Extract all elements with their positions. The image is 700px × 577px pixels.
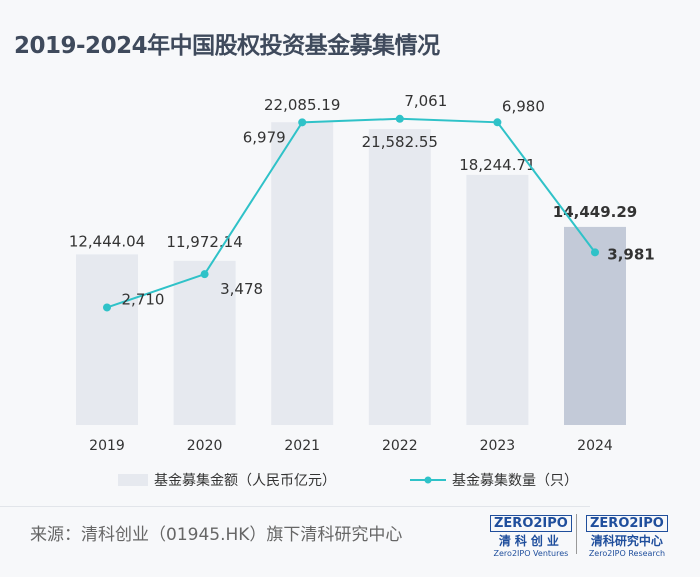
bar <box>173 260 236 425</box>
x-tick-label: 2023 <box>480 438 516 454</box>
bar-data-label: 22,085.19 <box>264 96 340 114</box>
x-tick-label: 2021 <box>284 438 320 454</box>
logo1-cn: 清科创业 <box>498 534 563 548</box>
x-tick-label: 2024 <box>577 438 613 454</box>
line-data-label: 6,979 <box>243 128 286 146</box>
bar <box>466 174 529 425</box>
logo1-en: Zero2IPO Ventures <box>493 549 569 558</box>
x-tick-label: 2022 <box>382 438 418 454</box>
bar <box>564 226 626 425</box>
bar-data-label: 11,972.14 <box>166 233 242 251</box>
logo-zero2ipo-research: ZERO2IPO 清科研究中心 Zero2IPO Research <box>586 512 668 558</box>
chart-plot: 2019 2020 2021 2022 2023 2024 12,444.04 11,972.… <box>69 92 655 454</box>
legend-item-bar: 基金募集金额（人民币亿元） <box>118 470 336 490</box>
line-point <box>591 248 599 257</box>
line-data-label: 6,980 <box>502 97 545 115</box>
legend-bar-swatch <box>118 474 148 486</box>
bar-data-label: 18,244.71 <box>459 156 535 174</box>
legend-line-swatch <box>410 476 446 484</box>
logo-divider <box>576 514 577 554</box>
line-data-label: 3,981 <box>607 245 654 263</box>
line-data-label: 3,478 <box>220 280 263 298</box>
line-point <box>493 118 502 127</box>
bar-data-label: 12,444.04 <box>69 232 145 250</box>
chart-title: 2019-2024年中国股权投资基金募集情况 <box>14 33 440 59</box>
bar-data-label: 14,449.29 <box>553 203 637 221</box>
line-point <box>103 303 111 312</box>
line-point <box>395 114 404 123</box>
source-text: 来源：清科创业（01945.HK）旗下清科研究中心 <box>30 525 403 545</box>
line-series <box>106 117 596 309</box>
bar <box>271 122 334 425</box>
line-data-label: 7,061 <box>404 92 447 110</box>
legend-line-label: 基金募集数量（只） <box>452 473 578 489</box>
bar <box>76 254 138 425</box>
bar-data-label: 21,582.55 <box>362 133 438 151</box>
legend-bar-label: 基金募集金额（人民币亿元） <box>154 473 336 489</box>
line-point <box>200 270 209 279</box>
x-tick-label: 2020 <box>187 438 223 454</box>
footer-divider <box>0 506 590 507</box>
logo2-cn: 清科研究中心 <box>590 534 663 548</box>
x-tick-label: 2019 <box>89 438 125 454</box>
legend-item-line: 基金募集数量（只） <box>410 470 578 490</box>
line-data-label: 2,710 <box>122 290 165 308</box>
logo1-brand: ZERO2IPO <box>494 516 568 531</box>
logo2-brand: ZERO2IPO <box>590 516 664 531</box>
logo-zero2ipo-ventures: ZERO2IPO 清科创业 Zero2IPO Ventures <box>490 512 572 558</box>
bar <box>368 129 431 425</box>
logo2-en: Zero2IPO Research <box>588 549 666 558</box>
line-point <box>298 118 307 127</box>
